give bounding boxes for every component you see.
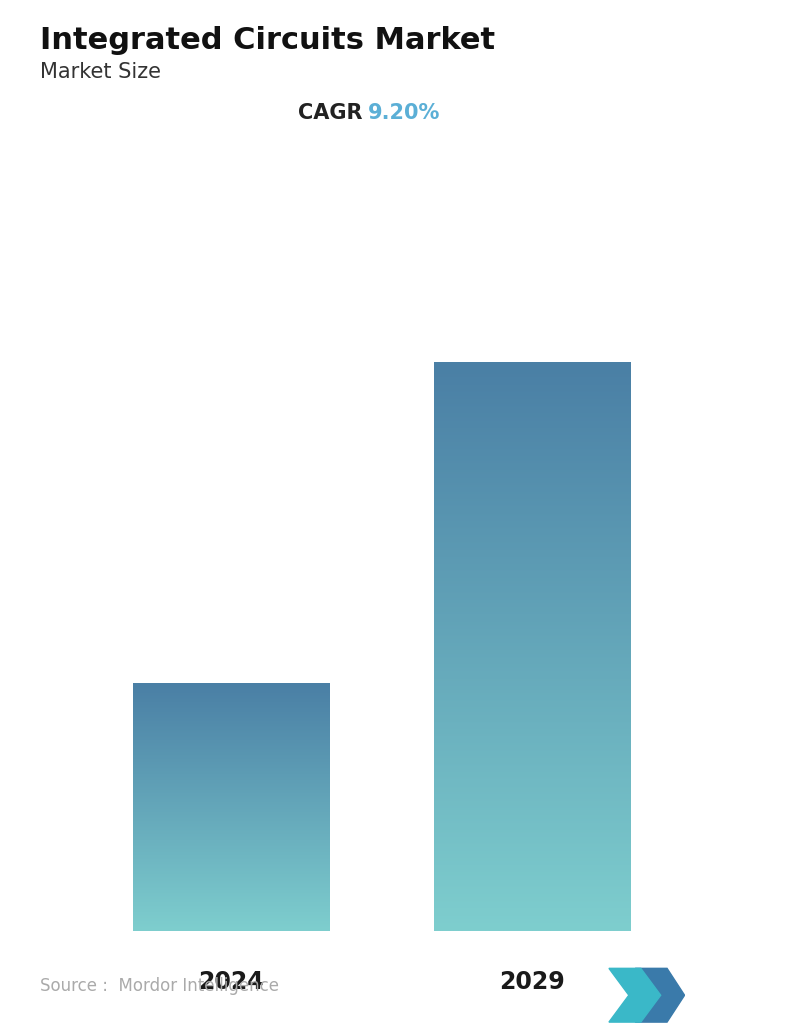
Text: 2029: 2029 [499, 970, 565, 995]
Polygon shape [609, 968, 661, 1022]
Text: CAGR: CAGR [298, 103, 362, 123]
Polygon shape [635, 968, 685, 1022]
Text: 9.20%: 9.20% [368, 103, 440, 123]
Text: 2024: 2024 [198, 970, 263, 995]
Text: Source :  Mordor Intelligence: Source : Mordor Intelligence [40, 977, 279, 995]
Text: Market Size: Market Size [40, 62, 161, 82]
Text: Integrated Circuits Market: Integrated Circuits Market [40, 26, 495, 55]
